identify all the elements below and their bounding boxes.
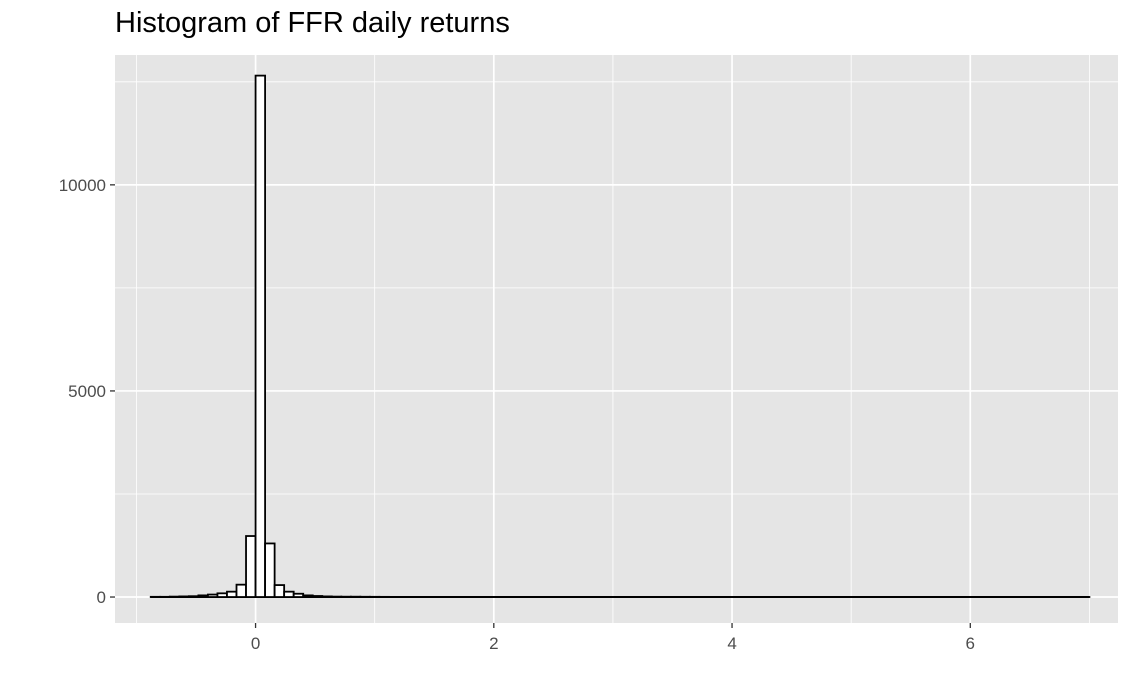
histogram-bar — [226, 590, 238, 598]
y-tick-label: 10000 — [59, 176, 106, 195]
histogram-bar — [178, 595, 190, 598]
histogram-bar — [207, 593, 219, 598]
x-tick-label: 4 — [727, 634, 736, 653]
histogram-bar — [311, 595, 324, 598]
minor-gridlines — [115, 55, 1118, 623]
histogram-bar — [283, 590, 295, 598]
histogram-bar — [302, 594, 314, 598]
histogram-bar — [321, 595, 333, 598]
x-tick-label: 2 — [489, 634, 498, 653]
histogram-bar — [187, 595, 200, 598]
histogram-bar — [235, 583, 247, 598]
x-axis: 0 2 4 6 — [251, 623, 975, 653]
histogram-bar — [273, 584, 286, 598]
histogram-bar — [245, 535, 257, 598]
y-axis: 0 5000 10000 — [59, 176, 115, 607]
x-tick-label: 6 — [966, 634, 975, 653]
histogram-bar — [254, 74, 266, 598]
x-tick-label: 0 — [251, 634, 260, 653]
histogram-bar — [292, 592, 305, 598]
plot-panel — [115, 55, 1118, 623]
chart-title: Histogram of FFR daily returns — [115, 7, 510, 39]
y-tick-label: 0 — [97, 588, 106, 607]
histogram-bar — [216, 592, 228, 598]
histogram-bar — [264, 542, 276, 598]
histogram-bar — [197, 594, 209, 598]
y-tick-label: 5000 — [68, 382, 106, 401]
histogram-bars — [149, 74, 1091, 599]
